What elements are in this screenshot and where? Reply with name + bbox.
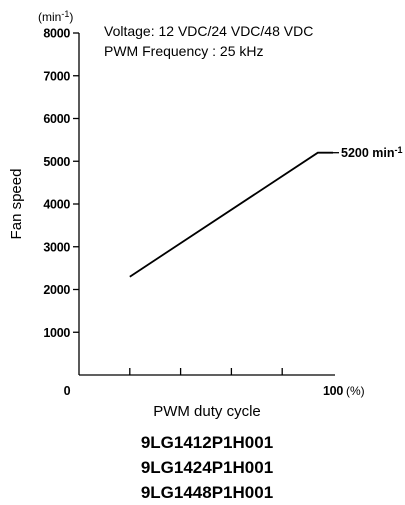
y-tick-label-2000: 2000	[43, 283, 70, 297]
y-tick-label-1000: 1000	[43, 326, 70, 340]
series-line	[129, 151, 333, 278]
y-unit-label: (min-1)	[38, 9, 73, 24]
model-number-1: 9LG1412P1H001	[141, 433, 273, 452]
end-value-label: 5200 min-1	[341, 145, 403, 160]
y-tick-label-5000: 5000	[43, 155, 70, 169]
x-tick-label-100: 100	[323, 384, 343, 398]
y-tick-label-7000: 7000	[43, 69, 70, 83]
x-tick-label-0: 0	[64, 384, 71, 398]
model-number-2: 9LG1424P1H001	[141, 458, 273, 477]
x-unit-label: (%)	[346, 384, 365, 398]
y-tick-label-3000: 3000	[43, 240, 70, 254]
x-ticks	[129, 368, 283, 375]
x-axis-title: PWM duty cycle	[153, 403, 261, 420]
note-pwm-frequency: PWM Frequency : 25 kHz	[104, 43, 264, 59]
model-number-3: 9LG1448P1H001	[141, 483, 273, 502]
y-tick-label-8000: 8000	[43, 27, 70, 41]
y-tick-label-4000: 4000	[43, 198, 70, 212]
y-ticks: 1000 2000 3000 4000 5000 6000 7000 8000	[43, 27, 79, 340]
note-voltage: Voltage: 12 VDC/24 VDC/48 VDC	[104, 23, 313, 39]
y-axis-title: Fan speed	[8, 169, 25, 240]
y-tick-label-6000: 6000	[43, 112, 70, 126]
